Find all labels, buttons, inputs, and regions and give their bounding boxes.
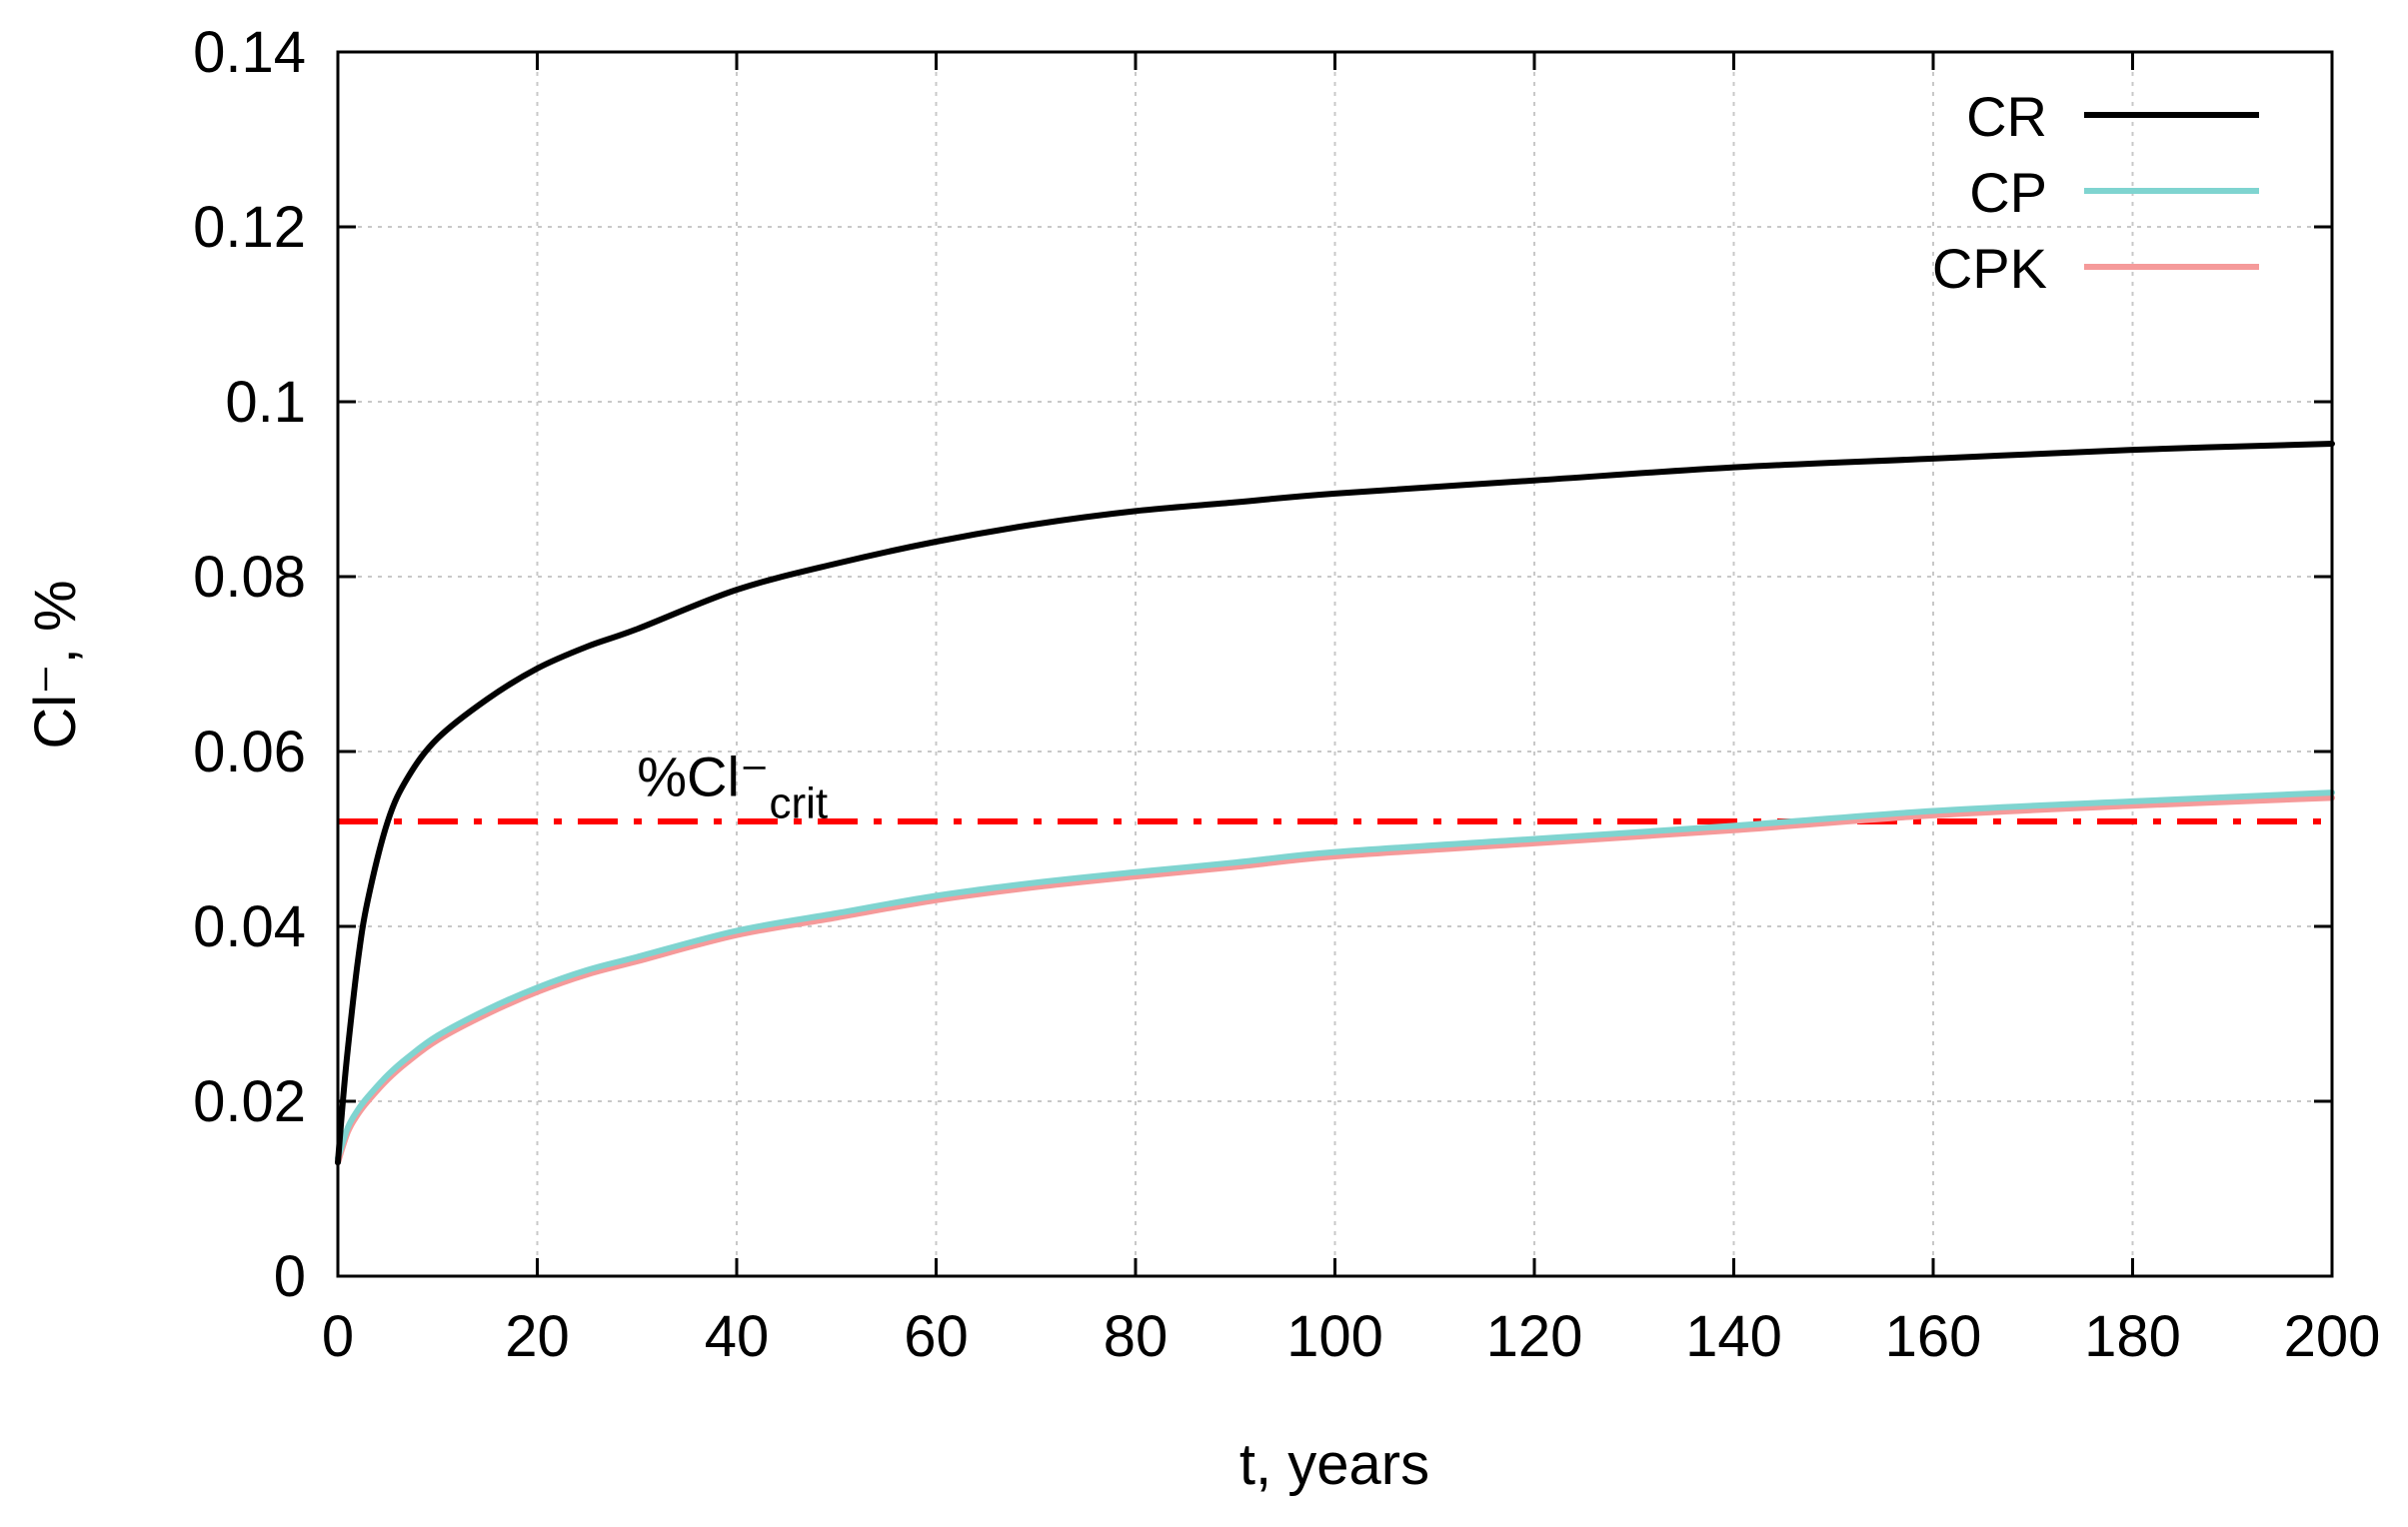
legend-label-cr: CR (1966, 85, 2047, 148)
x-tick-label: 140 (1685, 1304, 1782, 1369)
x-tick-label: 20 (505, 1304, 570, 1369)
y-tick-label: 0.1 (225, 370, 306, 435)
legend-label-cpk: CPK (1932, 237, 2047, 300)
legend: CR CP CPK (1932, 85, 2259, 300)
y-tick-label: 0.02 (193, 1069, 306, 1134)
y-tick-label: 0 (274, 1244, 306, 1309)
x-tick-label: 200 (2284, 1304, 2381, 1369)
series-group (335, 441, 2335, 1166)
y-tick-label: 0.06 (193, 720, 306, 784)
threshold-label: %Cl⁻crit (637, 745, 828, 827)
x-axis-title: t, years (1239, 1432, 1429, 1497)
x-tick-label: 40 (705, 1304, 770, 1369)
series-line-cp (335, 789, 2335, 1161)
x-tick-label: 160 (1885, 1304, 1982, 1369)
x-tick-label: 60 (904, 1304, 969, 1369)
x-tick-label: 80 (1104, 1304, 1169, 1369)
y-tick-label: 0.08 (193, 545, 306, 610)
y-axis-title: Cl⁻, % (23, 580, 88, 749)
y-tick-label: 0.12 (193, 195, 306, 260)
tick-labels: 0 20 40 60 80 100 120 140 160 180 200 0 0.02 0.04 0.06… (193, 20, 2380, 1369)
threshold-label-sub: crit (769, 778, 828, 827)
plot-frame (336, 50, 2334, 1278)
series-line-cpk (335, 794, 2335, 1166)
x-tick-label: 100 (1286, 1304, 1383, 1369)
series-line-cr (335, 441, 2335, 1166)
y-tick-label: 0.04 (193, 894, 306, 959)
x-tick-label: 180 (2084, 1304, 2181, 1369)
y-tick-label: 0.14 (193, 20, 306, 85)
x-tick-label: 120 (1486, 1304, 1583, 1369)
grid (338, 52, 2332, 1276)
x-tick-label: 0 (322, 1304, 354, 1369)
threshold-label-main: %Cl⁻ (637, 745, 769, 807)
legend-label-cp: CP (1969, 161, 2047, 224)
